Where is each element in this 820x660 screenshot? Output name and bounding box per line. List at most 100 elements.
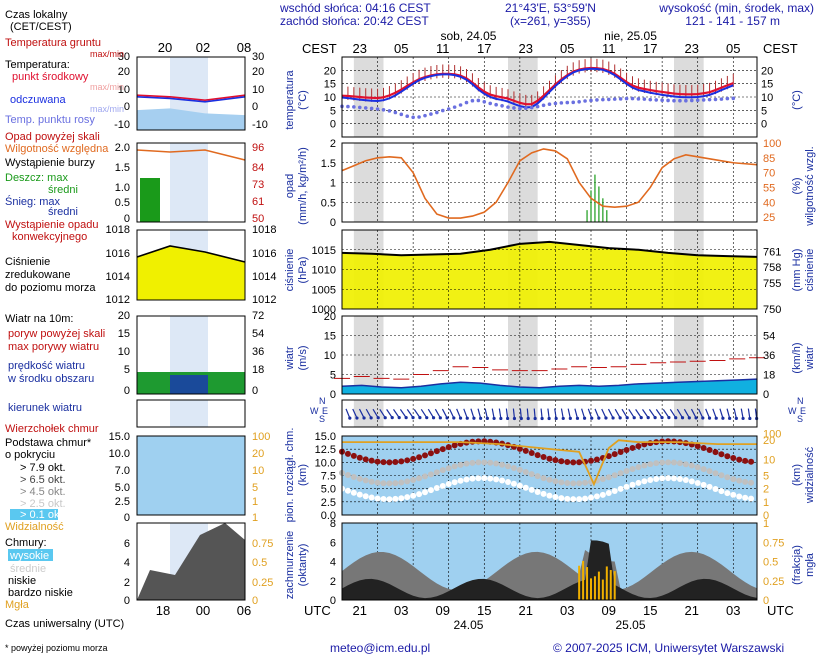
dew-point	[571, 101, 575, 105]
wind-arrow-head	[499, 417, 502, 420]
wind-arrow-head	[418, 416, 421, 419]
cloud-top-dot	[428, 450, 434, 456]
wind-arrow-head	[708, 417, 711, 420]
legend-soil-sub: max/min	[90, 49, 124, 59]
cloud-top-dot	[594, 457, 600, 463]
dew-point	[654, 98, 658, 102]
fog-tick: 1	[763, 518, 769, 530]
cloud-low-dot	[618, 486, 624, 492]
footer-email[interactable]: meteo@icm.edu.pl	[330, 641, 430, 655]
bottom-date-0: 24.05	[453, 618, 483, 632]
cloud-top-dot	[558, 458, 564, 464]
wind-arrow-head	[597, 417, 600, 420]
cloud-top-dot	[404, 457, 410, 463]
wind-arrow-head	[619, 416, 622, 419]
dew-point	[708, 98, 712, 102]
cloud-top-dot	[624, 447, 630, 453]
dew-point	[583, 99, 587, 103]
wind-arrow-head	[741, 417, 744, 420]
dew-point	[524, 106, 528, 110]
dew-point	[548, 102, 552, 106]
wind-arrow-head	[370, 416, 373, 419]
cloud-base-dot	[564, 480, 570, 486]
mini-temp-tick-l: 20	[118, 66, 130, 78]
bottom-hour: 21	[685, 603, 699, 618]
mini-wind-area-2	[170, 375, 208, 394]
dew-point	[453, 105, 457, 109]
cloud-low-dot	[582, 496, 588, 502]
legend-humidity: Wilgotność względna	[5, 143, 109, 155]
wind-arrow-head	[688, 416, 691, 419]
dew-point	[494, 103, 498, 107]
wind-tick: 10	[324, 350, 336, 362]
mini-wind-kmh-tick: 18	[252, 364, 264, 376]
label-vis-unit: (km)	[791, 464, 803, 486]
dew-point	[643, 97, 647, 101]
wind-arrow-head	[583, 417, 586, 420]
cloud-base-dot	[523, 469, 529, 475]
legend-utc: Czas uniwersalny (UTC)	[5, 618, 124, 630]
cloud-base-dot	[683, 461, 689, 467]
legend-pressure3: do poziomu morza	[5, 282, 96, 294]
cloud-low-dot	[564, 496, 570, 502]
wind-kmh-tick: 54	[763, 331, 775, 343]
mini-vis-tick: 100	[252, 431, 270, 443]
cloud-low-dot	[742, 495, 748, 501]
label-temp-r: (°C)	[791, 90, 803, 110]
cloud-base-dot	[446, 465, 452, 471]
cloud-low-dot	[594, 493, 600, 499]
cloud-base-dot	[547, 477, 553, 483]
legend-okt5: > 0.1 okt.	[20, 509, 66, 521]
mini-vis-tick: 10	[252, 465, 264, 477]
dew-point	[726, 97, 730, 101]
wind-kmh-tick: 36	[763, 350, 775, 362]
mini-top-hour: 02	[196, 40, 210, 55]
cloud-base-dot	[576, 480, 582, 486]
cloud-base-dot	[440, 467, 446, 473]
dew-point	[690, 99, 694, 103]
dew-point	[660, 98, 664, 102]
cloud-base-dot	[618, 470, 624, 476]
cloud-base-dot	[398, 479, 404, 485]
cloud-top-dot	[440, 446, 446, 452]
cloud-low-dot	[363, 493, 369, 499]
dew-point	[352, 105, 356, 109]
mini-cover-tick: 6	[124, 538, 130, 550]
top-hour: 11	[436, 41, 450, 56]
wind-arrow-head	[472, 417, 475, 420]
label-humid: wilgotność wzgl.	[804, 146, 816, 226]
wind-arrow-head	[541, 417, 544, 420]
cloud-low-dot	[440, 483, 446, 489]
cloud-top-dot	[541, 454, 547, 460]
cloud-low-dot	[446, 481, 452, 487]
dew-point	[613, 97, 617, 101]
humid-tick: 70	[763, 168, 775, 180]
cloud-low-dot	[576, 496, 582, 502]
cover-tick: 8	[330, 518, 336, 530]
bottom-hour: 09	[436, 603, 450, 618]
dew-point	[399, 113, 403, 117]
top-hour: 23	[353, 41, 367, 56]
dew-point	[684, 99, 688, 103]
label-cover-unit: (oktanty)	[297, 544, 309, 587]
footer-copyright: © 2007-2025 ICM, Uniwersytet Warszawski	[553, 641, 784, 655]
dew-point	[417, 115, 421, 119]
cloud-base-dot	[493, 461, 499, 467]
legend-rain: Deszcz: max	[5, 172, 68, 184]
cloud-low-dot	[647, 477, 653, 483]
cloud-base-dot	[416, 475, 422, 481]
mini-cover-tick: 0	[124, 595, 130, 607]
cloud-base-dot	[511, 465, 517, 471]
cloud-top-dot	[446, 444, 452, 450]
cloud-base-dot	[635, 464, 641, 470]
mini-cloud-tick: 15.0	[109, 431, 130, 443]
cloud-top-dot	[535, 452, 541, 458]
cloud-base-dot	[647, 461, 653, 467]
legend-rain-mid: średni	[48, 184, 78, 196]
cloud-low-dot	[718, 488, 724, 494]
dew-point	[577, 100, 581, 104]
dew-point	[648, 98, 652, 102]
cloud-base-dot	[582, 480, 588, 486]
cloud-low-dot	[748, 496, 754, 502]
cloud-low-dot	[677, 476, 683, 482]
